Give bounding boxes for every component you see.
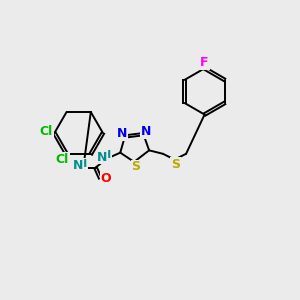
Text: Cl: Cl: [56, 153, 69, 166]
Text: S: S: [131, 160, 140, 173]
Text: N: N: [117, 127, 127, 140]
Text: F: F: [200, 56, 209, 69]
Text: N: N: [73, 159, 83, 172]
Text: H: H: [78, 159, 87, 169]
Text: Cl: Cl: [40, 125, 53, 138]
Text: O: O: [100, 172, 111, 184]
Text: N: N: [140, 125, 151, 138]
Text: H: H: [103, 150, 112, 161]
Text: N: N: [97, 151, 107, 164]
Text: S: S: [171, 158, 180, 171]
